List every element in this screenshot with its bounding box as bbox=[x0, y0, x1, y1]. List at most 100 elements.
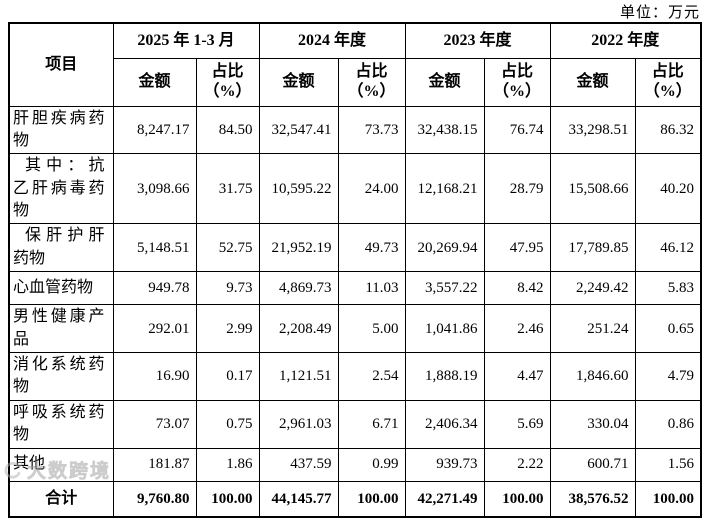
amount-cell: 181.87 bbox=[112, 447, 197, 482]
ratio-header-2024: 占比 （%） bbox=[337, 57, 406, 107]
ratio-cell: 5.83 bbox=[634, 271, 702, 306]
ratio-cell: 2.46 bbox=[483, 304, 551, 354]
ratio-cell: 73.73 bbox=[337, 105, 406, 155]
amount-cell: 3,557.22 bbox=[404, 271, 485, 306]
amount-cell: 251.24 bbox=[549, 304, 636, 354]
ratio-cell: 47.95 bbox=[483, 223, 551, 273]
ratio-cell: 100.00 bbox=[195, 480, 260, 518]
amount-cell: 9,760.80 bbox=[112, 480, 197, 518]
ratio-cell: 0.99 bbox=[337, 447, 406, 482]
ratio-cell: 49.73 bbox=[337, 223, 406, 273]
amount-header-2023: 金额 bbox=[404, 57, 485, 107]
amount-cell: 20,269.94 bbox=[404, 223, 485, 273]
ratio-cell: 5.00 bbox=[337, 304, 406, 354]
table-row-respiratory: 呼吸系统药物 73.07 0.75 2,961.03 6.71 2,406.34… bbox=[8, 399, 702, 449]
amount-cell: 73.07 bbox=[112, 399, 197, 449]
ratio-cell: 100.00 bbox=[634, 480, 702, 518]
table-row-cardiovascular: 心血管药物 949.78 9.73 4,869.73 11.03 3,557.2… bbox=[8, 271, 702, 306]
ratio-cell: 8.42 bbox=[483, 271, 551, 306]
corner-header-item: 项目 bbox=[8, 22, 114, 107]
row-label: 男性健康产品 bbox=[8, 304, 114, 354]
amount-cell: 32,438.15 bbox=[404, 105, 485, 155]
amount-cell: 2,249.42 bbox=[549, 271, 636, 306]
ratio-cell: 1.56 bbox=[634, 447, 702, 482]
row-label: 其他 bbox=[8, 447, 114, 482]
ratio-header-2022: 占比 （%） bbox=[634, 57, 702, 107]
amount-cell: 1,846.60 bbox=[549, 352, 636, 401]
period-header-2023: 2023 年度 bbox=[404, 22, 551, 59]
amount-cell: 2,208.49 bbox=[258, 304, 339, 354]
ratio-cell: 100.00 bbox=[483, 480, 551, 518]
amount-cell: 38,576.52 bbox=[549, 480, 636, 518]
amount-cell: 2,961.03 bbox=[258, 399, 339, 449]
period-header-2025q1: 2025 年 1-3 月 bbox=[112, 22, 260, 59]
ratio-cell: 2.22 bbox=[483, 447, 551, 482]
ratio-cell: 28.79 bbox=[483, 153, 551, 225]
table-row-digestive: 消化系统药物 16.90 0.17 1,121.51 2.54 1,888.19… bbox=[8, 352, 702, 401]
amount-cell: 15,508.66 bbox=[549, 153, 636, 225]
ratio-header-2025q1: 占比 （%） bbox=[195, 57, 260, 107]
amount-cell: 21,952.19 bbox=[258, 223, 339, 273]
amount-cell: 16.90 bbox=[112, 352, 197, 401]
row-label: 消化系统药物 bbox=[8, 352, 114, 401]
ratio-cell: 4.79 bbox=[634, 352, 702, 401]
table-row-anti-hbv: 其中：抗乙肝病毒药物 3,098.66 31.75 10,595.22 24.0… bbox=[8, 153, 702, 225]
amount-cell: 949.78 bbox=[112, 271, 197, 306]
amount-header-2024: 金额 bbox=[258, 57, 339, 107]
amount-cell: 32,547.41 bbox=[258, 105, 339, 155]
amount-cell: 600.71 bbox=[549, 447, 636, 482]
ratio-cell: 9.73 bbox=[195, 271, 260, 306]
amount-cell: 1,121.51 bbox=[258, 352, 339, 401]
amount-cell: 5,148.51 bbox=[112, 223, 197, 273]
table-row-other: 其他 181.87 1.86 437.59 0.99 939.73 2.22 6… bbox=[8, 447, 702, 482]
table-row-total: 合计 9,760.80 100.00 44,145.77 100.00 42,2… bbox=[8, 480, 702, 518]
amount-cell: 330.04 bbox=[549, 399, 636, 449]
row-label: 肝胆疾病药物 bbox=[8, 105, 114, 155]
ratio-cell: 86.32 bbox=[634, 105, 702, 155]
amount-cell: 3,098.66 bbox=[112, 153, 197, 225]
ratio-cell: 46.12 bbox=[634, 223, 702, 273]
amount-header-2025q1: 金额 bbox=[112, 57, 197, 107]
amount-cell: 44,145.77 bbox=[258, 480, 339, 518]
ratio-cell: 11.03 bbox=[337, 271, 406, 306]
row-label: 心血管药物 bbox=[8, 271, 114, 306]
ratio-cell: 0.17 bbox=[195, 352, 260, 401]
ratio-cell: 31.75 bbox=[195, 153, 260, 225]
header-row-metrics: 金额 占比 （%） 金额 占比 （%） 金额 占比 （%） 金额 占比 （%） bbox=[9, 57, 702, 107]
ratio-cell: 5.69 bbox=[483, 399, 551, 449]
amount-cell: 2,406.34 bbox=[404, 399, 485, 449]
amount-cell: 8,247.17 bbox=[112, 105, 197, 155]
ratio-cell: 0.86 bbox=[634, 399, 702, 449]
ratio-cell: 100.00 bbox=[337, 480, 406, 518]
ratio-cell: 76.74 bbox=[483, 105, 551, 155]
ratio-cell: 40.20 bbox=[634, 153, 702, 225]
ratio-cell: 52.75 bbox=[195, 223, 260, 273]
ratio-cell: 84.50 bbox=[195, 105, 260, 155]
amount-cell: 437.59 bbox=[258, 447, 339, 482]
amount-cell: 1,888.19 bbox=[404, 352, 485, 401]
ratio-cell: 0.65 bbox=[634, 304, 702, 354]
table-row-hepatobiliary: 肝胆疾病药物 8,247.17 84.50 32,547.41 73.73 32… bbox=[8, 105, 702, 155]
table-row-liver-protection: 保肝护肝药物 5,148.51 52.75 21,952.19 49.73 20… bbox=[8, 223, 702, 273]
amount-cell: 17,789.85 bbox=[549, 223, 636, 273]
amount-cell: 33,298.51 bbox=[549, 105, 636, 155]
period-header-2022: 2022 年度 bbox=[549, 22, 702, 59]
row-label: 其中：抗乙肝病毒药物 bbox=[8, 153, 114, 225]
amount-cell: 1,041.86 bbox=[404, 304, 485, 354]
table-row-mens-health: 男性健康产品 292.01 2.99 2,208.49 5.00 1,041.8… bbox=[8, 304, 702, 354]
amount-cell: 4,869.73 bbox=[258, 271, 339, 306]
amount-cell: 939.73 bbox=[404, 447, 485, 482]
row-label: 呼吸系统药物 bbox=[8, 399, 114, 449]
row-label-total: 合计 bbox=[8, 480, 114, 518]
ratio-cell: 0.75 bbox=[195, 399, 260, 449]
row-label: 保肝护肝药物 bbox=[8, 223, 114, 273]
header-row-periods: 项目 2025 年 1-3 月 2024 年度 2023 年度 2022 年度 bbox=[8, 22, 702, 107]
amount-cell: 292.01 bbox=[112, 304, 197, 354]
amount-cell: 42,271.49 bbox=[404, 480, 485, 518]
ratio-cell: 6.71 bbox=[337, 399, 406, 449]
ratio-cell: 24.00 bbox=[337, 153, 406, 225]
ratio-header-2023: 占比 （%） bbox=[483, 57, 551, 107]
amount-cell: 10,595.22 bbox=[258, 153, 339, 225]
revenue-by-category-table: 项目 2025 年 1-3 月 2024 年度 2023 年度 2022 年度 … bbox=[8, 22, 703, 518]
ratio-cell: 2.54 bbox=[337, 352, 406, 401]
